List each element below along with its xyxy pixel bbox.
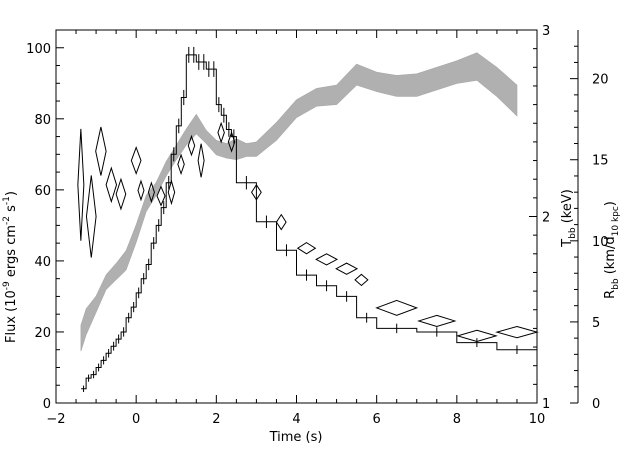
temp-tick-label: 1: [542, 397, 550, 412]
x-tick-label: 10: [529, 412, 546, 427]
radius-tick-label: 0: [592, 397, 600, 412]
temperature-diamond: [455, 329, 498, 342]
y-axis-title-flux: Flux (10-9 ergs cm-2 s-1): [2, 191, 19, 343]
temperature-diamond: [275, 213, 287, 231]
flux-step-layer: [81, 46, 537, 392]
flux-label-mid1: ergs cm: [4, 225, 19, 281]
plot-frame: [55, 29, 538, 404]
flux-tick-label: 80: [34, 113, 51, 128]
flux-tick-label: 20: [34, 326, 51, 341]
flux-label-end: ): [4, 191, 19, 196]
temperature-diamond: [77, 128, 85, 241]
temperature-diamond: [315, 253, 339, 266]
temp-tick-label: 2: [542, 211, 550, 226]
flux-label-mid2: s: [4, 205, 19, 216]
x-tick-label: 6: [373, 412, 381, 427]
x-tick-label: −2: [46, 412, 65, 427]
flux-tick-label: 40: [34, 255, 51, 270]
radius-tick-label: 5: [592, 316, 600, 331]
temperature-diamond: [177, 153, 185, 176]
temp-label-main: T: [560, 239, 575, 248]
temperature-diamond: [335, 262, 359, 275]
flux-label-sup2: -2: [2, 216, 12, 225]
temperature-diamond: [137, 179, 145, 202]
radius-tick-label: 20: [592, 73, 609, 88]
x-tick-label: 4: [292, 412, 300, 427]
temperature-diamond: [197, 143, 205, 178]
radius-label-end: ): [603, 201, 618, 206]
temperature-diamond-layer: [77, 121, 539, 342]
radius-label-sub: bb: [611, 278, 621, 290]
x-tick-label: 8: [453, 412, 461, 427]
temperature-diamond: [227, 131, 236, 153]
x-tick-label: 0: [132, 412, 140, 427]
flux-label-sup1: -9: [2, 281, 12, 290]
temperature-diamond: [130, 146, 142, 176]
flux-tick-label: 0: [43, 397, 51, 412]
temperature-diamond: [251, 183, 262, 201]
temperature-diamond: [187, 134, 196, 157]
temperature-diamond: [95, 126, 107, 176]
temperature-diamond: [147, 181, 155, 204]
radius-tick-label: 10: [592, 235, 609, 250]
temperature-diamond: [354, 273, 369, 287]
radius-band: [80, 52, 518, 352]
radius-tick-label: 15: [592, 154, 609, 169]
temperature-diamond: [167, 179, 176, 206]
flux-label-sup3: -1: [2, 196, 12, 205]
temperature-diamond: [296, 242, 317, 255]
flux-tick-label: 60: [34, 184, 51, 199]
x-axis-title: Time (s): [269, 430, 323, 445]
x-tick-label: 2: [212, 412, 220, 427]
temperature-diamond: [217, 121, 225, 144]
temp-label-end: (keV): [560, 189, 575, 227]
temperature-diamond: [85, 175, 97, 258]
temperature-diamond: [115, 177, 127, 211]
radius-label-main: R: [603, 290, 618, 299]
radius-label-sub2: 10 kpc: [611, 206, 621, 236]
temperature-diamond: [156, 185, 166, 207]
temp-tick-label: 3: [542, 24, 550, 39]
radius-band-layer: [80, 52, 518, 352]
temperature-diamond: [375, 299, 419, 316]
flux-step-line: [81, 54, 537, 390]
temp-label-sub: bb: [568, 227, 578, 239]
temperature-diamond: [105, 166, 118, 204]
temperature-diamond: [495, 326, 539, 339]
y-axis-title-radius: Rbb (km/d10 kpc): [603, 201, 621, 299]
y-axis-title-temperature: Tbb (keV): [560, 189, 578, 248]
temperature-diamond: [417, 314, 457, 328]
radius-label-mid: (km/d: [603, 236, 618, 278]
flux-tick-label: 100: [26, 42, 51, 57]
flux-label-main: Flux (10: [4, 290, 19, 343]
